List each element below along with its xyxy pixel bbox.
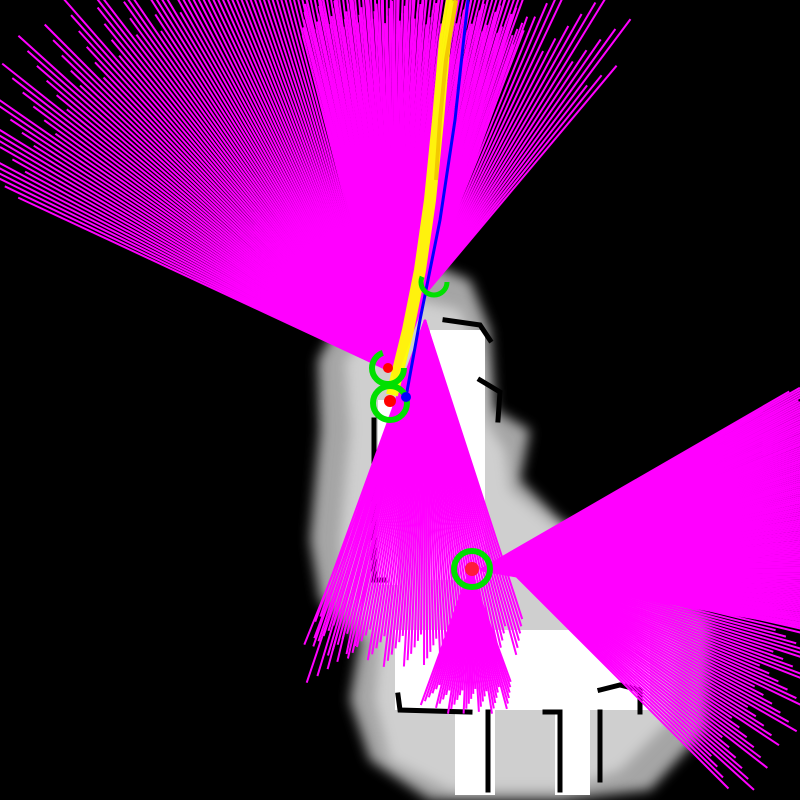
laser-ray-icon: [419, 1, 597, 301]
laser-ray-icon: [336, 419, 396, 663]
scan-fan-top-right: [419, 0, 632, 301]
laser-ray-icon: [419, 569, 471, 706]
laser-ray-icon: [326, 419, 396, 670]
global-path-line: [386, 0, 458, 397]
laser-ray-icon: [499, 559, 730, 790]
scan-fan-lower-left: [303, 419, 396, 684]
laser-ray-icon: [313, 419, 396, 639]
laser-ray-icon: [419, 65, 618, 301]
laser-ray-icon: [419, 0, 606, 301]
pose-dot-icon: [384, 395, 396, 407]
global-path-edge: [434, 0, 458, 181]
laser-ray-icon: [419, 0, 556, 301]
robot-footprint-icon: [370, 383, 410, 423]
robot-d[interactable]: [451, 548, 493, 590]
global-path: [386, 0, 458, 397]
laser-ray-icon: [316, 419, 396, 677]
wall-mid-block: [476, 376, 503, 423]
robot-b[interactable]: [370, 383, 410, 423]
laser-ray-icon: [419, 13, 583, 301]
laser-ray-icon: [419, 28, 617, 301]
wall-center: [442, 317, 494, 344]
goal-dot-icon[interactable]: [401, 392, 411, 402]
pose-dot-icon: [383, 363, 393, 373]
robot-markers: [369, 266, 493, 590]
laser-ray-icon: [419, 18, 632, 301]
scan-fan-right: [479, 386, 800, 628]
laser-ray-icon: [345, 419, 396, 655]
laser-ray-icon: [303, 419, 396, 645]
robot-path-line: [404, 0, 470, 398]
wall-lower-divider-b: [542, 709, 563, 793]
wall-lower-top: [395, 692, 473, 715]
robot-c[interactable]: [418, 266, 450, 298]
laser-ray-icon: [419, 0, 563, 301]
scan-fan-lower-right: [499, 559, 800, 791]
pose-dot-icon: [465, 562, 479, 576]
laser-ray-icon: [305, 419, 396, 684]
robot-footprint-icon: [418, 266, 450, 298]
robot-footprint-icon: [451, 548, 493, 590]
laser-ray-icon: [354, 419, 396, 647]
